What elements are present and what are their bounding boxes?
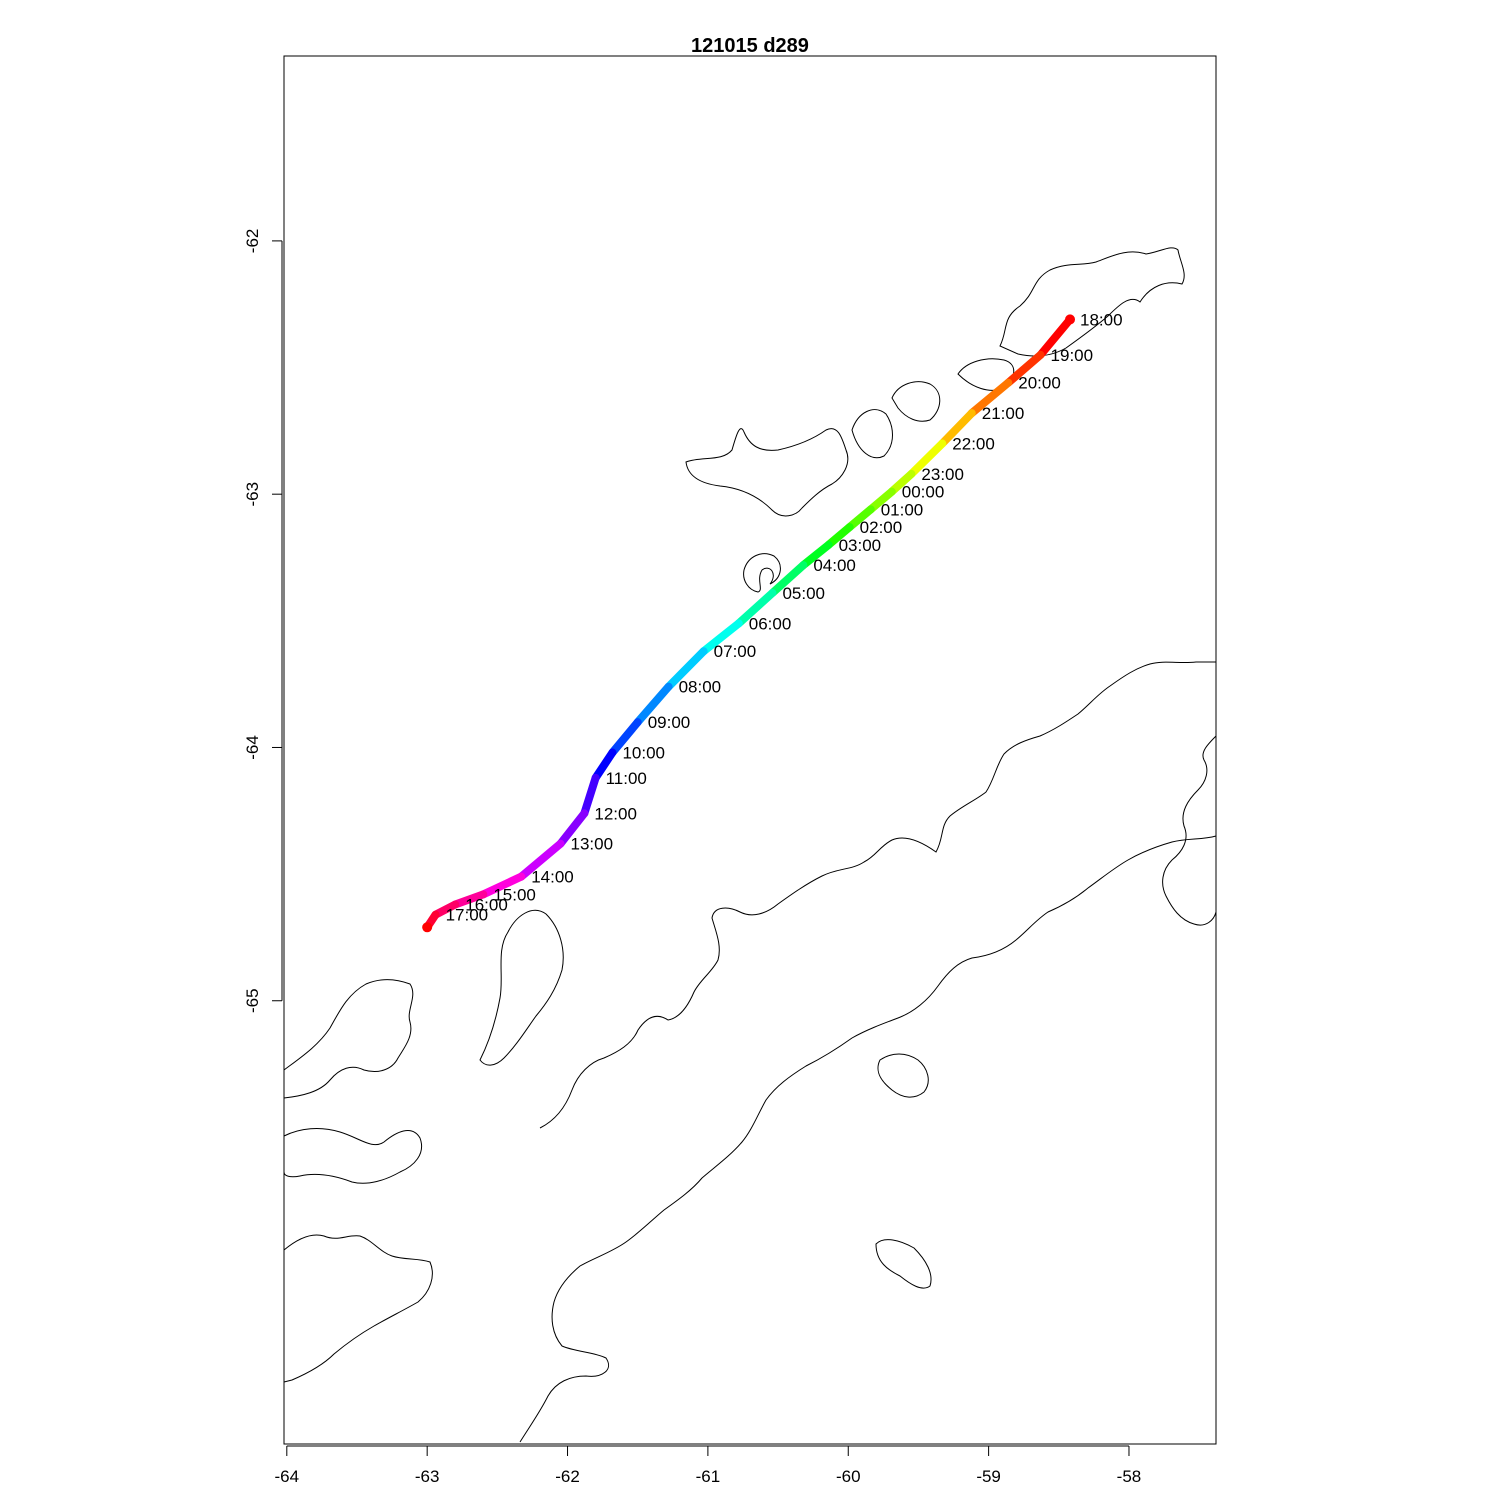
track-segment — [517, 839, 565, 881]
track-segment — [633, 682, 673, 727]
time-label: 02:00 — [860, 518, 903, 537]
time-label: 23:00 — [921, 465, 964, 484]
robert-island-outline — [891, 381, 941, 422]
nelson-island-outline — [957, 358, 1015, 391]
anvers-island-outline — [283, 1128, 422, 1184]
y-axis: -62 -63 -64 -65 — [243, 229, 283, 1013]
time-label: 06:00 — [749, 614, 792, 633]
time-label: 13:00 — [571, 835, 614, 854]
time-label: 22:00 — [952, 435, 995, 454]
time-label: 04:00 — [813, 556, 856, 575]
track-segment — [866, 487, 896, 514]
time-label: 10:00 — [622, 744, 665, 763]
y-tick-label: -62 — [243, 229, 262, 254]
small-island-south — [875, 1239, 932, 1289]
time-label: 07:00 — [714, 642, 757, 661]
track-segment — [664, 647, 708, 691]
time-label: 15:00 — [493, 885, 536, 904]
time-label: 19:00 — [1051, 346, 1094, 365]
track-segment — [768, 561, 808, 597]
time-label: 14:00 — [531, 868, 574, 887]
coast-fragment-sw — [283, 1234, 433, 1383]
x-tick-label: -64 — [275, 1467, 300, 1486]
plot-frame — [283, 55, 1217, 1445]
time-label: 18:00 — [1080, 310, 1123, 329]
track-segment — [556, 809, 589, 848]
x-tick-label: -58 — [1117, 1467, 1142, 1486]
track-start-point — [1065, 314, 1076, 325]
y-tick-label: -65 — [243, 988, 262, 1013]
track-segment — [824, 523, 854, 549]
coastline-outlines — [283, 247, 1217, 1443]
trinity-island-outline — [479, 909, 564, 1066]
peninsula-coast-south — [519, 835, 1217, 1443]
time-label: 08:00 — [679, 678, 722, 697]
track-segment — [938, 409, 976, 448]
time-label: 05:00 — [782, 584, 825, 603]
track-segment — [734, 588, 777, 628]
x-tick-label: -59 — [976, 1467, 1001, 1486]
track-segment — [845, 505, 875, 532]
time-label: 21:00 — [982, 404, 1025, 423]
x-axis: -64 -63 -62 -61 -60 -59 -58 — [275, 1445, 1142, 1486]
time-label: 17:00 — [446, 906, 489, 925]
peninsula-coast-inner — [877, 1053, 929, 1098]
y-tick-label: -64 — [243, 735, 262, 760]
time-label: 20:00 — [1018, 374, 1061, 393]
x-tick-label: -62 — [555, 1467, 580, 1486]
peninsula-coast-west — [539, 661, 1216, 1129]
y-tick-label: -63 — [243, 482, 262, 507]
x-tick-label: -61 — [696, 1467, 721, 1486]
x-tick-label: -60 — [836, 1467, 861, 1486]
track-segment — [887, 469, 916, 496]
track-segment — [699, 619, 743, 656]
time-label: 03:00 — [839, 536, 882, 555]
track-segment — [799, 540, 833, 570]
track-segment — [479, 872, 526, 899]
map-title: 121015 d289 — [691, 35, 809, 57]
time-label: 09:00 — [648, 713, 691, 732]
track-segment — [580, 773, 600, 818]
track-segment — [1004, 350, 1045, 387]
time-label: 01:00 — [881, 500, 924, 519]
time-label: 16:00 — [465, 896, 508, 915]
track-segment — [907, 439, 947, 478]
king-george-island-outline — [999, 247, 1185, 357]
time-label: 00:00 — [902, 483, 945, 502]
track-segment — [591, 748, 617, 782]
brabant-island-outline — [283, 979, 414, 1099]
coast-fragment-east — [1162, 735, 1217, 926]
track-segment — [608, 718, 642, 757]
track-segment — [967, 378, 1013, 418]
time-label: 12:00 — [594, 804, 637, 823]
greenwich-island-outline — [851, 409, 893, 459]
track-layer — [422, 314, 1076, 933]
track-segment — [451, 890, 488, 909]
livingston-island-outline — [685, 428, 849, 517]
time-label: 11:00 — [606, 769, 647, 788]
track-end-point — [422, 922, 433, 933]
time-labels: 18:00 19:00 20:00 21:00 22:00 23:0000:0001:00… — [446, 310, 1123, 924]
x-tick-label: -63 — [415, 1467, 440, 1486]
track-segment — [1036, 315, 1075, 359]
deception-island-outline — [743, 553, 781, 593]
